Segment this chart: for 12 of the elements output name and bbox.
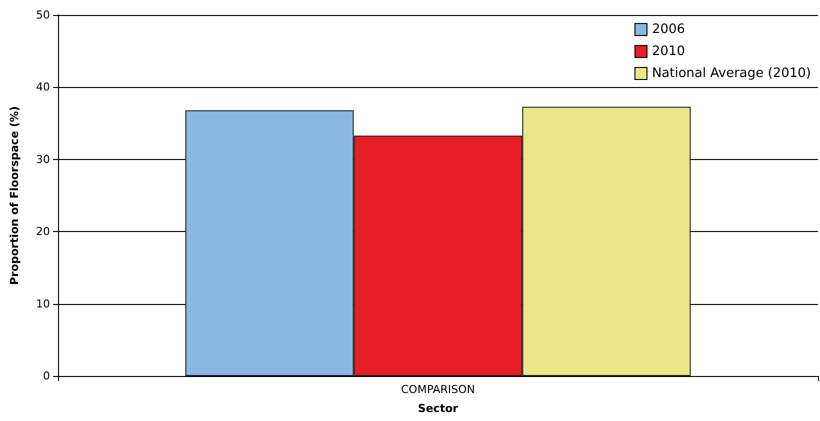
legend-label: 2010 <box>652 44 686 59</box>
y-axis-title: Proportion of Floorspace (%) <box>8 106 21 285</box>
y-tick-label: 40 <box>36 80 50 94</box>
y-tick-label: 50 <box>36 8 50 22</box>
legend-label: 2006 <box>652 22 686 37</box>
y-tick-label: 10 <box>36 297 50 310</box>
y-tick-label: 30 <box>36 152 50 166</box>
x-axis-title: Sector <box>418 402 459 415</box>
x-tick-label: COMPARISON <box>400 383 476 396</box>
y-tick-label: 20 <box>36 225 50 238</box>
y-tick-label: 0 <box>43 370 50 382</box>
legend-label: National Average (2010) <box>652 66 811 81</box>
